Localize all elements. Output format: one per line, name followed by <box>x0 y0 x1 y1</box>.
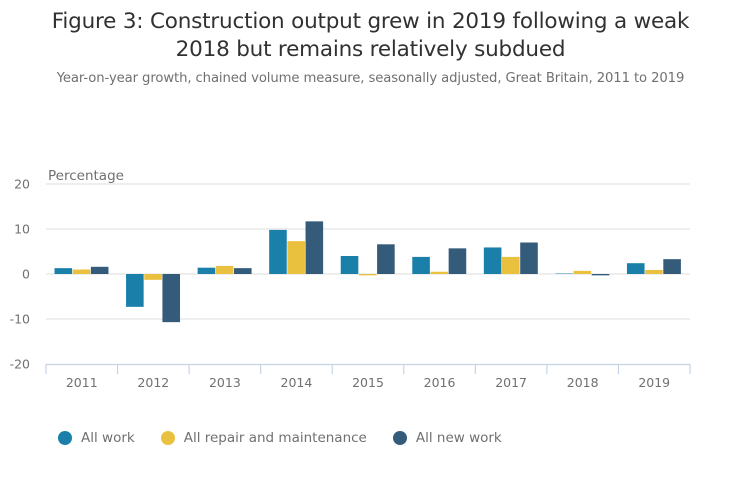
bar-all-repair-and-maintenance-2016[interactable] <box>430 271 449 274</box>
bar-all-work-2016[interactable] <box>412 256 430 274</box>
x-axis: 2011 2012 2013 2014 2015 2016 2017 2018 2019 <box>45 363 691 390</box>
chart-title-line-2: 2018 but remains relatively subdued <box>175 37 566 62</box>
x-tick-label: 2011 <box>66 375 98 390</box>
bar-all-new-work-2014[interactable] <box>305 221 324 274</box>
bar-all-work-2011[interactable] <box>54 268 73 274</box>
bar-all-new-work-2018[interactable] <box>591 274 610 276</box>
bar-all-repair-and-maintenance-2014[interactable] <box>287 241 305 274</box>
bar-all-new-work-2013[interactable] <box>233 268 252 274</box>
y-axis-title: Percentage <box>48 168 124 184</box>
legend-swatch-new-work-icon <box>392 431 407 445</box>
x-tick-label: 2014 <box>281 375 313 390</box>
y-tick-label: 10 <box>14 222 30 237</box>
x-tick-label: 2013 <box>209 375 241 390</box>
bar-all-repair-and-maintenance-2013[interactable] <box>215 265 234 274</box>
legend: All work All repair and maintenance All … <box>58 430 528 446</box>
chart-title: Figure 3: Construction output grew in 20… <box>0 8 741 64</box>
bar-all-work-2014[interactable] <box>269 229 287 274</box>
bar-all-new-work-2019[interactable] <box>663 259 681 274</box>
legend-swatch-all-work-icon <box>58 431 72 445</box>
legend-item-new-work[interactable]: All new work <box>392 430 502 446</box>
x-tick-label: 2012 <box>137 375 169 390</box>
bar-all-work-2013[interactable] <box>197 267 216 274</box>
bar-all-repair-and-maintenance-2018[interactable] <box>573 270 592 274</box>
x-tick-label: 2018 <box>567 375 599 390</box>
legend-label: All new work <box>415 430 502 446</box>
bar-all-new-work-2011[interactable] <box>90 266 109 274</box>
y-tick-label: -10 <box>10 312 30 327</box>
bar-all-repair-and-maintenance-2017[interactable] <box>502 256 520 274</box>
y-tick-label: -20 <box>10 357 30 372</box>
x-tick-label: 2015 <box>352 375 384 390</box>
legend-item-all-work[interactable]: All work <box>58 430 135 446</box>
legend-item-repair-maintenance[interactable]: All repair and maintenance <box>160 430 367 446</box>
y-tick-label: 20 <box>14 177 30 192</box>
x-tick-label: 2019 <box>638 375 670 390</box>
legend-label: All work <box>81 430 135 446</box>
bar-all-work-2012[interactable] <box>126 274 144 307</box>
bar-all-work-2019[interactable] <box>626 263 645 274</box>
bar-all-new-work-2017[interactable] <box>520 242 538 275</box>
bar-all-repair-and-maintenance-2012[interactable] <box>144 274 162 280</box>
bar-all-new-work-2015[interactable] <box>377 244 395 274</box>
legend-swatch-repair-maintenance-icon <box>160 431 175 445</box>
bar-all-new-work-2012[interactable] <box>162 274 181 323</box>
bar-all-new-work-2016[interactable] <box>448 248 467 274</box>
bar-all-repair-and-maintenance-2015[interactable] <box>358 274 377 276</box>
bar-all-repair-and-maintenance-2011[interactable] <box>72 269 91 275</box>
y-axis: 20 10 0 -10 -20 <box>10 177 30 372</box>
bar-all-repair-and-maintenance-2019[interactable] <box>645 269 663 274</box>
bars <box>54 221 681 323</box>
chart-title-line-1: Figure 3: Construction output grew in 20… <box>51 9 690 34</box>
bar-all-work-2017[interactable] <box>483 247 502 274</box>
chart-subtitle: Year-on-year growth, chained volume meas… <box>56 71 685 86</box>
x-tick-label: 2017 <box>495 375 527 390</box>
bar-all-work-2015[interactable] <box>340 256 359 274</box>
x-tick-label: 2016 <box>424 375 456 390</box>
legend-label: All repair and maintenance <box>183 430 367 446</box>
y-tick-label: 0 <box>22 267 30 282</box>
